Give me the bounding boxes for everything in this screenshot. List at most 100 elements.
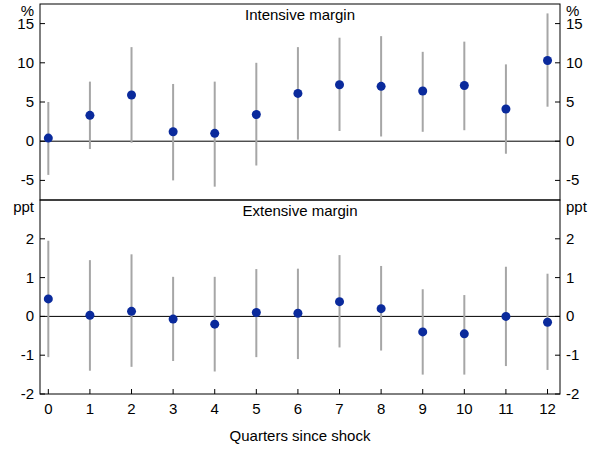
y-tick-label: 1 — [566, 269, 574, 286]
plot-area — [44, 241, 552, 375]
y-tick — [555, 62, 560, 63]
point — [252, 308, 261, 317]
x-tick-label: 3 — [169, 400, 177, 417]
x-tick-label: 1 — [86, 400, 94, 417]
y-tick — [555, 102, 560, 103]
x-axis-label: Quarters since shock — [230, 427, 371, 444]
point — [460, 81, 469, 90]
y-tick — [40, 316, 45, 317]
point — [293, 89, 302, 98]
x-tick — [464, 389, 465, 394]
point — [335, 80, 344, 89]
y-tick-label: 10 — [17, 54, 34, 71]
y-tick — [40, 355, 45, 356]
y-unit-label: ppt — [566, 198, 588, 215]
point — [418, 87, 427, 96]
point — [377, 82, 386, 91]
point — [460, 329, 469, 338]
x-tick — [547, 389, 548, 394]
y-tick — [555, 394, 560, 395]
point — [418, 327, 427, 336]
point — [543, 318, 552, 327]
x-tick-label: 6 — [294, 400, 302, 417]
point — [85, 311, 94, 320]
x-tick — [256, 389, 257, 394]
x-tick-label: 5 — [252, 400, 260, 417]
y-tick — [40, 180, 45, 181]
y-tick — [555, 180, 560, 181]
y-tick-label: 0 — [566, 132, 574, 149]
x-tick — [89, 389, 90, 394]
y-unit-label: ppt — [13, 198, 35, 215]
x-tick — [214, 389, 215, 394]
point — [543, 56, 552, 65]
y-tick — [40, 62, 45, 63]
point — [210, 129, 219, 138]
y-tick — [40, 23, 45, 24]
point — [501, 105, 510, 114]
x-tick — [297, 389, 298, 394]
x-tick — [339, 389, 340, 394]
point — [335, 297, 344, 306]
zero-line — [40, 141, 560, 142]
plot-area — [44, 13, 552, 186]
y-tick-label: -5 — [21, 171, 34, 188]
point — [501, 312, 510, 321]
panel-title: Intensive margin — [245, 6, 355, 23]
panel-frame — [40, 4, 560, 200]
y-tick — [555, 355, 560, 356]
y-tick-label: 10 — [566, 54, 583, 71]
y-tick — [40, 394, 45, 395]
x-tick-label: 11 — [498, 400, 514, 417]
y-tick-label: 0 — [566, 307, 574, 324]
x-tick — [381, 389, 382, 394]
y-tick — [555, 141, 560, 142]
chart: -5-5005510101515%%Intensive margin-2-2-1… — [0, 0, 601, 449]
y-tick-label: -2 — [21, 385, 34, 402]
y-tick-label: 2 — [26, 230, 34, 247]
y-tick-label: 5 — [566, 93, 574, 110]
x-tick — [48, 389, 49, 394]
x-tick — [131, 389, 132, 394]
x-tick-label: 7 — [335, 400, 343, 417]
y-tick — [555, 23, 560, 24]
point — [169, 127, 178, 136]
x-tick-label: 10 — [456, 400, 473, 417]
x-tick-label: 8 — [377, 400, 385, 417]
y-tick-label: 0 — [26, 307, 34, 324]
point — [293, 309, 302, 318]
y-tick-label: -5 — [566, 171, 579, 188]
panel-title: Extensive margin — [242, 202, 357, 219]
x-tick — [422, 389, 423, 394]
y-unit-label: % — [566, 2, 579, 19]
y-tick-label: -1 — [21, 346, 34, 363]
point — [127, 307, 136, 316]
point — [44, 134, 53, 143]
y-tick-label: 2 — [566, 230, 574, 247]
y-tick — [555, 238, 560, 239]
y-tick — [40, 277, 45, 278]
y-tick — [40, 102, 45, 103]
x-tick — [505, 389, 506, 394]
point — [210, 320, 219, 329]
y-tick — [555, 316, 560, 317]
point — [127, 90, 136, 99]
x-tick-label: 9 — [419, 400, 427, 417]
point — [85, 111, 94, 120]
x-tick-label: 4 — [211, 400, 219, 417]
x-tick-label: 12 — [539, 400, 556, 417]
panel-frame — [40, 200, 560, 394]
y-tick-label: -2 — [566, 385, 579, 402]
y-tick-label: 0 — [26, 132, 34, 149]
x-tick-label: 2 — [127, 400, 135, 417]
point — [377, 304, 386, 313]
y-tick — [40, 141, 45, 142]
y-tick-label: 1 — [26, 269, 34, 286]
point — [169, 315, 178, 324]
y-tick-label: -1 — [566, 346, 579, 363]
x-tick — [173, 389, 174, 394]
point — [252, 110, 261, 119]
y-tick-label: 5 — [26, 93, 34, 110]
point — [44, 294, 53, 303]
y-unit-label: % — [21, 2, 34, 19]
